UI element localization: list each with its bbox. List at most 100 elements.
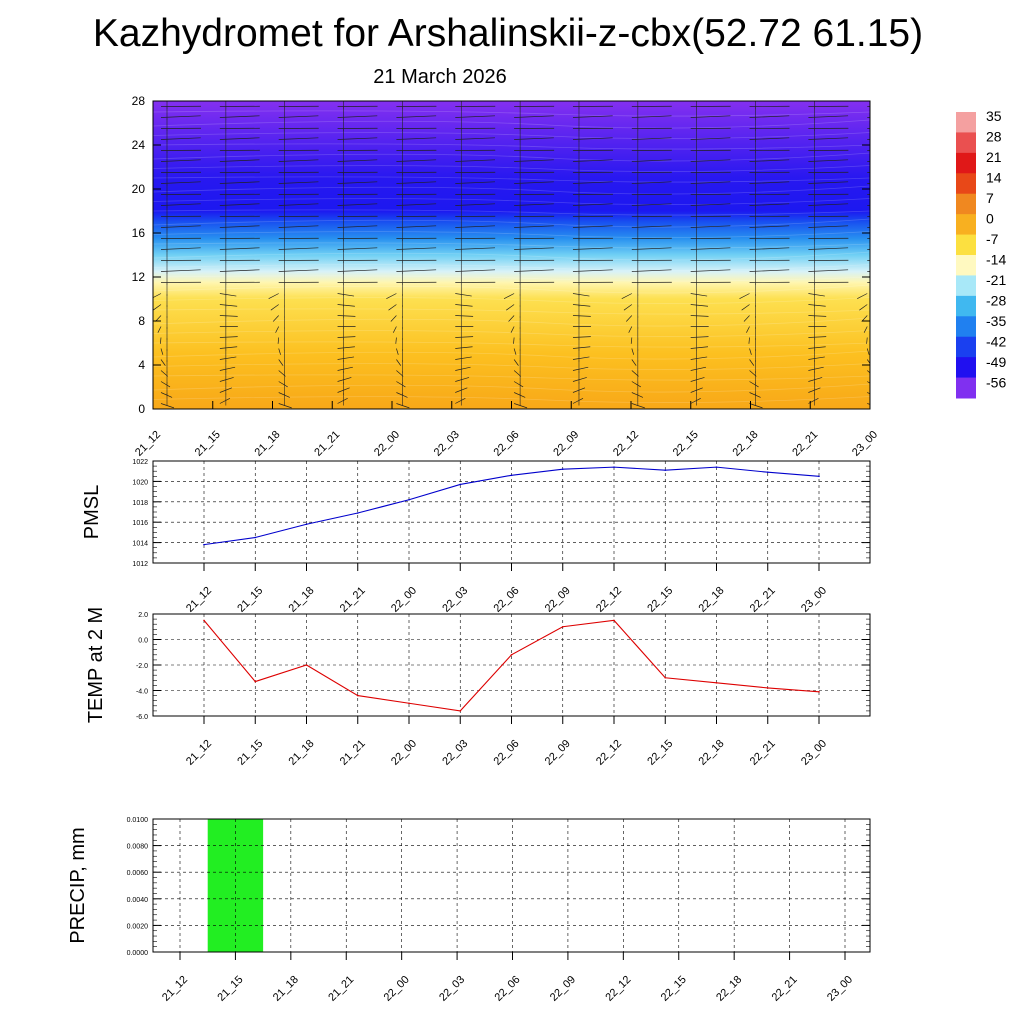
pmsl-point [459,483,462,486]
wind-barb [337,269,378,272]
temp-point [459,710,462,712]
y-tick-label: 16 [132,226,146,240]
wind-barb [572,181,613,184]
temp-point [203,619,205,622]
wind-barb [572,137,613,140]
wind-barb [219,225,260,228]
wind-barb [513,337,515,344]
wind-barb [337,159,378,162]
wind-barb [455,159,495,162]
wind-barb [455,269,495,272]
x-tick-label: 22_21 [790,429,820,459]
wind-barb [514,225,554,228]
colorbar-label: 0 [986,211,994,227]
wind-barb [513,392,526,398]
wind-barb [690,115,731,118]
x-tick-label: 21_21 [326,974,356,1004]
pmsl-point [561,468,564,470]
wind-barb [396,247,437,250]
wind-barb [572,247,613,250]
wind-barb [219,181,260,184]
wind-barb [572,315,591,317]
contour-line [153,363,870,370]
wind-barb [690,356,708,360]
wind-barb [572,293,590,297]
wind-barb [455,181,495,184]
temp-point [561,625,564,628]
wind-barb [572,397,584,404]
wind-barb [337,137,378,140]
wind-barb [690,269,731,272]
x-tick-label: 22_06 [492,429,522,459]
x-tick-label: 21_21 [312,429,342,459]
wind-barb [278,181,319,184]
wind-barb [396,392,408,398]
contour-line [153,374,870,381]
wind-barb [808,366,824,371]
x-tick-label: 22_18 [731,429,761,459]
wind-barb [219,397,231,404]
wind-barb [631,392,644,398]
wind-barb [160,403,175,409]
x-tick-label: 22_00 [389,738,419,768]
temp-panel: -6.0 -4.0 -2.0 0.0 2.0 21_12 21_15 21_18 21_21 22… [85,607,871,768]
wind-barb [337,397,348,404]
x-tick-label: 22_03 [440,738,470,768]
x-tick-label: 21_15 [193,429,223,459]
wind-barb [396,203,437,206]
wind-barb [513,381,524,388]
wind-barb [278,159,319,162]
wind-barb [396,159,437,162]
y-tick-label: 1014 [132,541,148,548]
y-tick-label: 24 [132,138,146,152]
wind-barb [219,346,238,349]
wind-barb [572,225,613,228]
wind-barb [857,293,868,300]
wind-barb [337,336,356,338]
y-tick-label: 12 [132,270,146,284]
pmsl-point [356,512,359,514]
wind-barb [808,225,849,228]
x-tick-label: 23_00 [799,738,829,768]
contour-line [153,110,870,117]
x-tick-label: 21_18 [253,429,283,459]
wind-barb [690,247,731,250]
y-tick-label: 0.0020 [127,923,149,930]
wind-barb [278,225,319,228]
contour-line [153,209,870,216]
y-tick-label: 0.0080 [127,844,149,851]
wind-barb [690,346,709,349]
wind-barb [741,304,750,311]
wind-barb [863,326,868,333]
wind-barb [690,304,709,307]
colorbar-label: -21 [986,272,1006,288]
wind-barb [867,227,870,228]
wind-barb [396,225,437,228]
pmsl-point [408,498,410,501]
contour-line [153,176,870,183]
y-tick-label: 1016 [132,520,148,527]
x-tick-label: 22_15 [659,974,689,1004]
colorbar-segment [956,173,976,195]
colorbar-segment [956,234,976,256]
colorbar-label: -49 [986,354,1006,370]
colorbar-label: 7 [986,190,994,206]
wind-barb [631,381,642,388]
x-tick-label: 22_15 [645,738,675,768]
x-tick-label: 22_18 [697,738,727,768]
wind-barb [396,137,437,140]
wind-barb [749,381,759,388]
x-tick-label: 21_21 [338,585,368,615]
x-tick-label: 21_15 [215,974,245,1004]
contour-line [153,132,870,139]
colorbar-segment [956,316,976,338]
wind-barb [631,181,672,184]
temp-point [408,702,410,705]
wind-barb [219,356,237,360]
pmsl-ylabel: PMSL [81,485,103,539]
wind-barb [748,337,750,344]
wind-barb [631,137,672,140]
contour-line [153,297,870,304]
cross-section-panel: 0 4 8 12 16 20 24 28 21_12 21_15 21_18 21_21 22_00 22… [132,94,880,459]
